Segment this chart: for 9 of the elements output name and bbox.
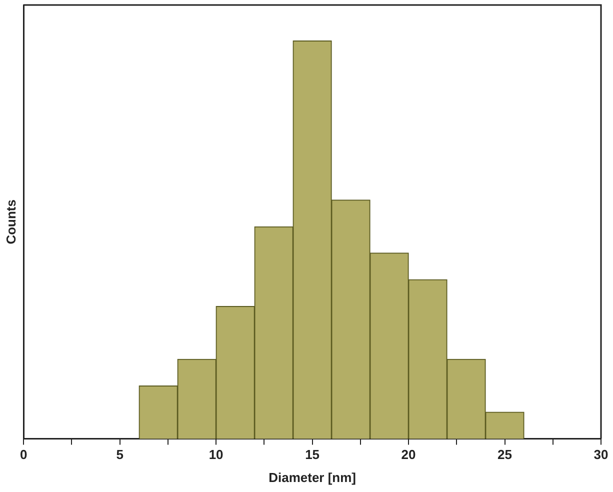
x-tick-label: 25 [498,447,512,462]
x-tick-label: 30 [594,447,608,462]
x-axis-title: Diameter [nm] [268,470,356,485]
x-tick-label: 0 [20,447,28,462]
x-tick-label: 10 [208,447,224,462]
x-tick-label: 15 [305,447,320,462]
y-axis-title: Counts [3,200,18,244]
x-tick-label: 5 [116,447,124,462]
x-tick-label: 20 [401,447,416,462]
